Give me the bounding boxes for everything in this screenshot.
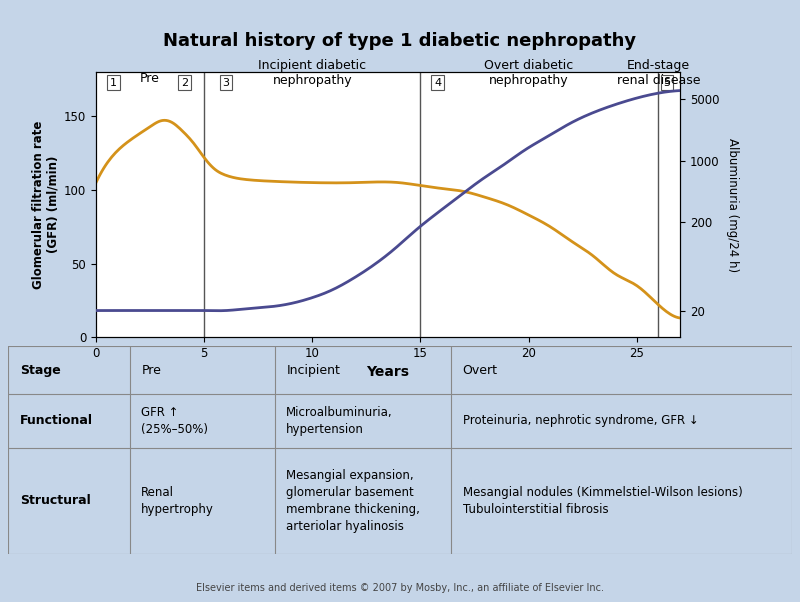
Text: Pre: Pre [142, 364, 161, 376]
Text: 4: 4 [434, 78, 442, 87]
Text: 3: 3 [222, 78, 230, 87]
Text: Stage: Stage [20, 364, 61, 376]
Text: Incipient: Incipient [286, 364, 340, 376]
Text: 5: 5 [663, 78, 670, 87]
Text: Functional: Functional [20, 414, 93, 427]
Text: 1: 1 [110, 78, 117, 87]
Text: Renal
hypertrophy: Renal hypertrophy [142, 486, 214, 516]
Y-axis label: Glomerular filtration rate
(GFR) (ml/min): Glomerular filtration rate (GFR) (ml/min… [32, 120, 60, 289]
X-axis label: Years: Years [366, 365, 410, 379]
Text: Microalbuminuria,
hypertension: Microalbuminuria, hypertension [286, 406, 393, 436]
Text: Natural history of type 1 diabetic nephropathy: Natural history of type 1 diabetic nephr… [163, 32, 637, 49]
Text: Overt: Overt [462, 364, 498, 376]
Text: Elsevier items and derived items © 2007 by Mosby, Inc., an affiliate of Elsevier: Elsevier items and derived items © 2007 … [196, 583, 604, 593]
Text: Pre: Pre [140, 72, 160, 85]
Text: Proteinuria, nephrotic syndrome, GFR ↓: Proteinuria, nephrotic syndrome, GFR ↓ [462, 414, 698, 427]
Text: Structural: Structural [20, 494, 90, 507]
Y-axis label: Albuminuria (mg/24 h): Albuminuria (mg/24 h) [726, 138, 738, 272]
Text: 2: 2 [181, 78, 188, 87]
Text: Overt diabetic
nephropathy: Overt diabetic nephropathy [484, 60, 574, 87]
Text: Mesangial nodules (Kimmelstiel-Wilson lesions)
Tubulointerstitial fibrosis: Mesangial nodules (Kimmelstiel-Wilson le… [462, 486, 742, 516]
Text: Mesangial expansion,
glomerular basement
membrane thickening,
arteriolar hyalino: Mesangial expansion, glomerular basement… [286, 469, 420, 533]
Text: GFR ↑
(25%–50%): GFR ↑ (25%–50%) [142, 406, 208, 436]
Legend: Glomerular filtration rate, Albuminuria: Glomerular filtration rate, Albuminuria [131, 0, 456, 1]
Text: Incipient diabetic
nephropathy: Incipient diabetic nephropathy [258, 60, 366, 87]
Text: End-stage
renal disease: End-stage renal disease [617, 60, 700, 87]
